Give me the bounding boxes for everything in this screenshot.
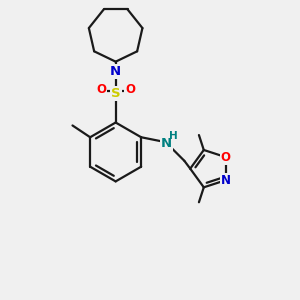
Text: N: N	[110, 65, 121, 78]
Text: N: N	[161, 136, 172, 150]
Text: S: S	[111, 87, 121, 100]
Text: O: O	[221, 151, 231, 164]
Text: N: N	[221, 174, 231, 187]
Text: O: O	[96, 82, 106, 96]
Text: H: H	[169, 131, 178, 141]
Text: O: O	[125, 82, 135, 96]
